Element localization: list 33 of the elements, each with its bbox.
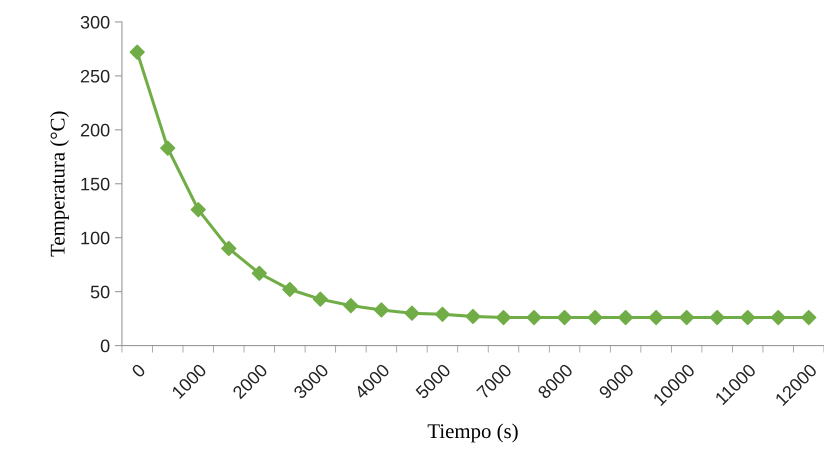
point <box>770 310 786 326</box>
y-tick-label: 150 <box>81 178 110 190</box>
point <box>526 310 542 326</box>
y-tick-label: 250 <box>80 70 110 83</box>
point <box>130 44 145 60</box>
point <box>801 310 816 326</box>
point <box>740 310 756 326</box>
point <box>343 298 359 314</box>
point <box>221 240 236 256</box>
x-axis-title: Tiempo (s) <box>428 424 518 442</box>
x-tick-label: 0 <box>130 363 146 378</box>
y-tick-label: 200 <box>80 124 110 137</box>
point <box>190 202 206 218</box>
point <box>618 310 634 326</box>
y-tick-label: 100 <box>81 232 110 244</box>
y-tick-label: 0 <box>100 340 110 352</box>
point <box>648 310 664 326</box>
y-tick-label: 50 <box>90 286 110 298</box>
point <box>710 310 725 326</box>
point <box>282 282 298 298</box>
point <box>374 302 390 318</box>
point <box>160 140 176 156</box>
point <box>465 308 481 324</box>
point <box>252 266 267 281</box>
y-axis-title: Temperatura (°C) <box>50 112 69 257</box>
point <box>679 310 694 326</box>
y-tick-label: 300 <box>80 16 110 29</box>
point <box>587 310 603 326</box>
point <box>434 306 450 322</box>
point <box>496 310 512 326</box>
point <box>556 310 572 326</box>
point <box>404 306 420 321</box>
point <box>312 292 328 307</box>
